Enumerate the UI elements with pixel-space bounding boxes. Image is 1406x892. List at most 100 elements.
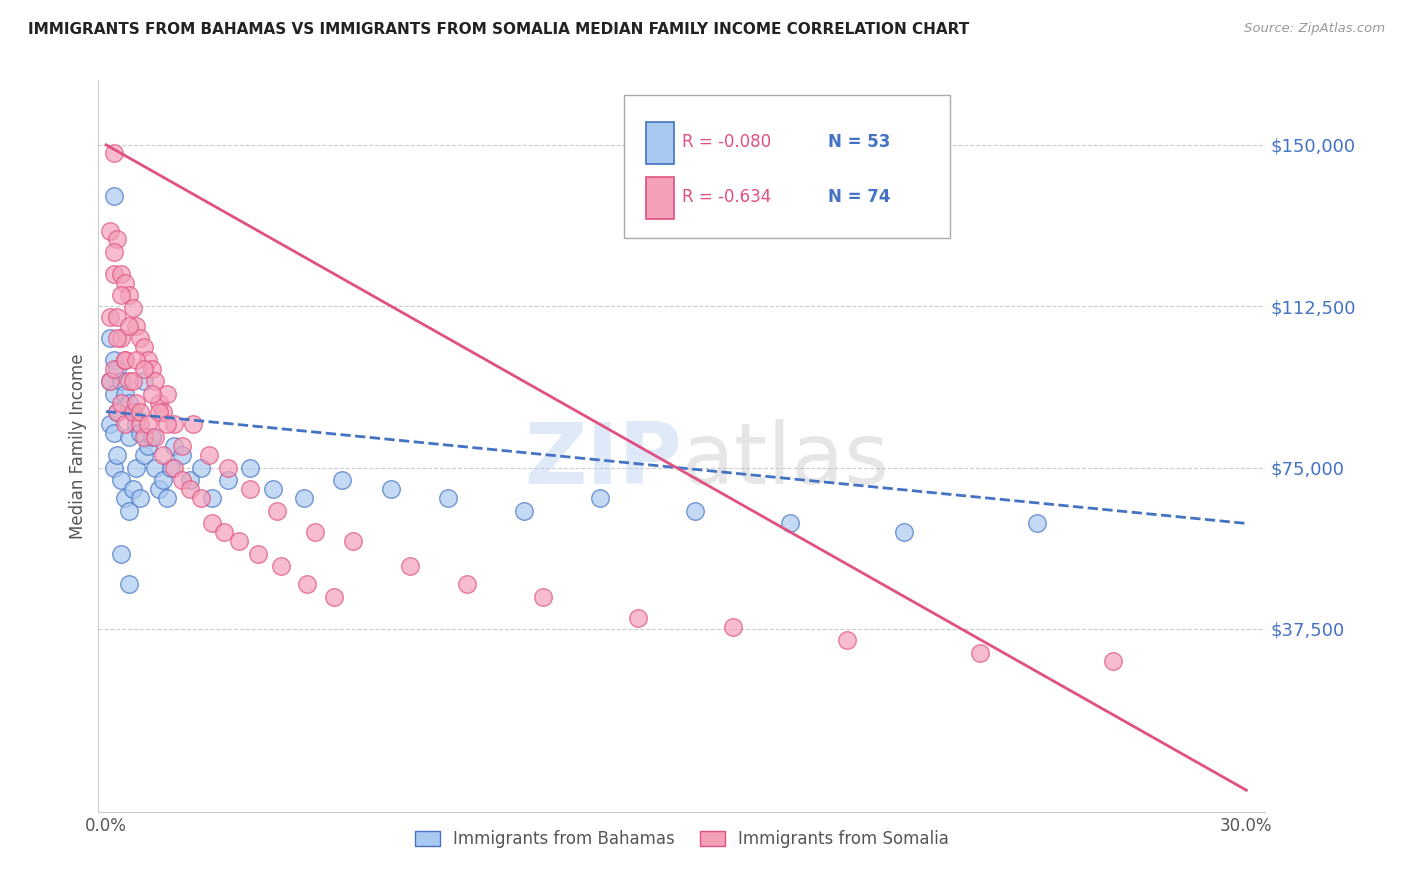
Point (197, 448, 219, 462)
Point (114, 491, 136, 505)
Point (132, 340, 155, 354)
Point (103, 426, 125, 441)
Point (201, 491, 224, 505)
Point (98, 331, 121, 345)
Point (118, 375, 141, 389)
Point (779, 516, 801, 531)
Text: R = -0.080: R = -0.080 (682, 134, 770, 152)
Point (1102, 654, 1125, 668)
Point (893, 524, 915, 539)
Point (179, 474, 201, 488)
Point (148, 396, 170, 410)
Point (103, 361, 125, 376)
Point (107, 404, 129, 418)
Point (152, 448, 174, 462)
Point (212, 524, 235, 539)
Point (110, 474, 132, 488)
Point (247, 547, 270, 561)
Point (217, 474, 239, 488)
Point (190, 491, 212, 505)
Point (1026, 516, 1049, 531)
Point (98, 375, 121, 389)
Point (145, 375, 167, 389)
Point (121, 482, 143, 496)
Point (136, 353, 159, 368)
Point (399, 559, 422, 574)
Text: N = 74: N = 74 (828, 188, 890, 206)
Point (107, 331, 129, 345)
Text: N = 53: N = 53 (828, 134, 890, 152)
Point (531, 590, 554, 604)
Point (121, 375, 143, 389)
Point (969, 646, 991, 660)
Point (589, 491, 612, 505)
Text: ZIP: ZIP (524, 419, 682, 502)
Point (103, 387, 125, 401)
Point (129, 491, 152, 505)
FancyBboxPatch shape (645, 122, 673, 163)
Point (456, 576, 478, 591)
Point (145, 430, 167, 444)
Point (103, 189, 125, 203)
Point (114, 353, 136, 368)
Point (148, 404, 170, 418)
Point (141, 430, 163, 444)
Point (121, 404, 143, 418)
Point (183, 417, 205, 432)
Point (201, 516, 224, 531)
Point (118, 288, 141, 302)
Point (129, 331, 152, 345)
Point (270, 559, 292, 574)
Point (107, 310, 129, 324)
Point (132, 430, 155, 444)
Point (114, 417, 136, 432)
Point (107, 232, 129, 246)
Point (156, 491, 179, 505)
Point (330, 474, 353, 488)
Point (118, 430, 141, 444)
Point (721, 620, 744, 634)
Point (163, 439, 186, 453)
Point (110, 547, 132, 561)
Point (110, 288, 132, 302)
Point (103, 267, 125, 281)
Point (170, 439, 193, 453)
Point (152, 404, 174, 418)
Point (141, 387, 163, 401)
Point (114, 276, 136, 290)
Point (304, 524, 326, 539)
Text: atlas: atlas (682, 419, 890, 502)
Point (114, 353, 136, 368)
Point (159, 460, 181, 475)
Point (110, 331, 132, 345)
Point (118, 396, 141, 410)
Point (98, 310, 121, 324)
Point (148, 482, 170, 496)
Legend: Immigrants from Bahamas, Immigrants from Somalia: Immigrants from Bahamas, Immigrants from… (408, 823, 956, 855)
Point (114, 387, 136, 401)
FancyBboxPatch shape (624, 95, 950, 237)
Point (297, 576, 319, 591)
Point (129, 404, 152, 418)
Point (683, 503, 706, 517)
Point (103, 460, 125, 475)
Text: R = -0.634: R = -0.634 (682, 188, 770, 206)
Point (118, 318, 141, 333)
Point (228, 533, 250, 548)
Point (132, 375, 155, 389)
Point (163, 417, 186, 432)
Point (98, 417, 121, 432)
FancyBboxPatch shape (645, 177, 673, 219)
Point (107, 361, 129, 376)
Point (170, 448, 193, 462)
Point (342, 533, 364, 548)
Point (136, 417, 159, 432)
Y-axis label: Median Family Income: Median Family Income (69, 353, 87, 539)
Point (132, 361, 155, 376)
Point (239, 482, 262, 496)
Point (125, 396, 148, 410)
Point (110, 375, 132, 389)
Point (163, 460, 186, 475)
Point (380, 482, 402, 496)
Point (239, 460, 262, 475)
